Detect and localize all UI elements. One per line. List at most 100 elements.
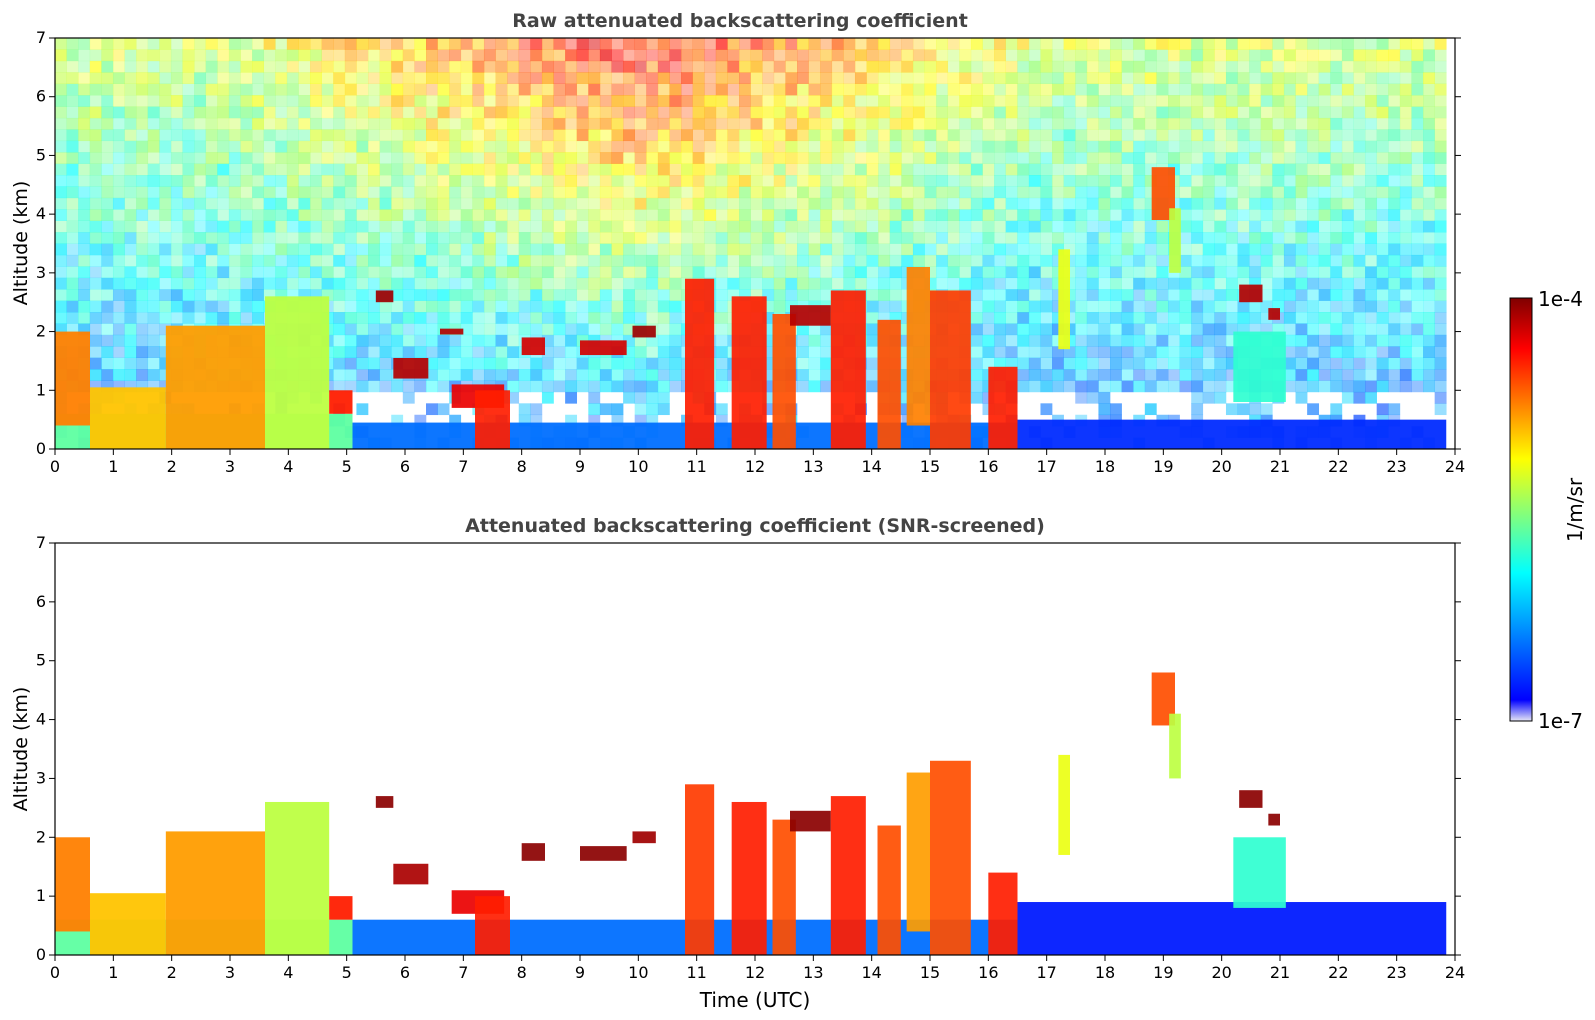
background-noise-cell — [657, 380, 670, 393]
background-noise-cell — [182, 277, 195, 290]
background-noise-cell — [275, 175, 288, 187]
background-noise-cell — [1225, 334, 1238, 347]
background-noise-cell — [182, 266, 195, 279]
background-noise-cell — [124, 369, 137, 381]
heatmap-area — [55, 38, 1447, 450]
background-noise-cell — [1388, 209, 1401, 221]
background-noise-cell — [1005, 117, 1018, 130]
background-noise-cell — [147, 380, 160, 393]
background-noise-cell — [611, 186, 624, 199]
x-tick-label: 24 — [1445, 963, 1465, 982]
background-noise-cell — [1028, 289, 1041, 301]
background-noise-cell — [1144, 83, 1157, 96]
background-noise-cell — [483, 243, 496, 256]
background-noise-cell — [994, 254, 1006, 267]
background-noise-cell — [1121, 140, 1134, 153]
background-noise-cell — [1179, 83, 1192, 96]
background-noise-cell — [159, 38, 172, 50]
background-noise-cell — [1434, 72, 1447, 84]
background-noise-cell — [669, 254, 682, 267]
background-noise-cell — [460, 346, 473, 358]
background-noise-cell — [1237, 209, 1250, 221]
background-noise-cell — [1156, 152, 1169, 164]
background-noise-cell — [472, 197, 485, 210]
background-noise-cell — [112, 95, 125, 107]
background-noise-cell — [1376, 72, 1389, 84]
background-noise-cell — [785, 289, 798, 301]
background-noise-cell — [623, 334, 635, 347]
background-noise-cell — [541, 106, 554, 119]
background-noise-cell — [611, 38, 624, 50]
background-noise-cell — [147, 323, 160, 336]
background-noise-cell — [692, 72, 705, 84]
raw-backscatter-panel: Raw attenuated backscattering coefficien… — [10, 10, 1465, 476]
background-noise-cell — [565, 346, 578, 358]
background-noise-cell — [1202, 83, 1215, 96]
background-noise-cell — [275, 197, 288, 210]
background-noise-cell — [1214, 129, 1227, 142]
background-noise-cell — [1191, 186, 1204, 199]
background-noise-cell — [959, 232, 972, 244]
snr-screened-panel: Attenuated backscattering coefficient (S… — [10, 515, 1465, 1012]
background-noise-cell — [159, 152, 172, 164]
background-noise-cell — [715, 266, 728, 279]
background-noise-cell — [669, 346, 682, 358]
background-noise-cell — [426, 334, 438, 347]
background-noise-cell — [808, 106, 821, 119]
background-noise-cell — [1237, 323, 1250, 336]
background-noise-cell — [460, 254, 473, 267]
background-noise-cell — [101, 300, 114, 313]
background-noise-cell — [854, 106, 867, 119]
background-noise-cell — [762, 152, 775, 164]
background-noise-cell — [820, 117, 833, 130]
background-noise-cell — [460, 243, 473, 256]
background-noise-cell — [124, 140, 137, 153]
background-noise-cell — [843, 117, 856, 130]
background-noise-cell — [715, 117, 728, 130]
background-noise-cell — [136, 72, 149, 84]
background-noise-cell — [1214, 300, 1227, 313]
background-noise-cell — [495, 140, 508, 153]
background-noise-cell — [1388, 323, 1401, 336]
background-noise-cell — [402, 117, 415, 130]
background-noise-cell — [889, 209, 902, 221]
background-noise-cell — [785, 163, 798, 176]
background-noise-cell — [912, 38, 925, 50]
background-noise-cell — [1121, 186, 1134, 199]
background-noise-cell — [298, 49, 311, 62]
background-noise-cell — [1434, 300, 1447, 313]
background-noise-cell — [1249, 232, 1262, 244]
background-noise-cell — [159, 209, 172, 221]
background-noise-cell — [541, 391, 554, 404]
background-noise-cell — [843, 106, 856, 119]
background-noise-cell — [344, 220, 357, 233]
background-noise-cell — [136, 175, 149, 187]
background-noise-cell — [391, 175, 404, 187]
background-noise-cell — [657, 243, 670, 256]
background-noise-cell — [414, 152, 427, 164]
background-noise-cell — [1411, 346, 1424, 358]
background-noise-cell — [762, 403, 775, 416]
background-noise-cell — [623, 186, 635, 199]
background-noise-cell — [762, 38, 775, 50]
background-noise-cell — [1086, 175, 1099, 187]
background-noise-cell — [147, 254, 160, 267]
background-noise-cell — [1434, 83, 1447, 96]
background-noise-cell — [344, 38, 357, 50]
background-noise-cell — [854, 220, 867, 233]
background-noise-cell — [298, 72, 311, 84]
background-noise-cell — [750, 152, 763, 164]
background-noise-cell — [89, 300, 102, 313]
background-noise-cell — [912, 49, 925, 62]
background-noise-cell — [310, 254, 322, 267]
background-noise-cell — [854, 152, 867, 164]
background-noise-cell — [1411, 323, 1424, 336]
background-noise-cell — [785, 140, 798, 153]
background-noise-cell — [750, 243, 763, 256]
x-tick-label: 23 — [1386, 457, 1406, 476]
background-noise-cell — [924, 175, 937, 187]
background-noise-cell — [541, 300, 554, 313]
background-noise-cell — [1063, 346, 1076, 358]
background-noise-cell — [715, 380, 728, 393]
background-noise-cell — [576, 163, 589, 176]
